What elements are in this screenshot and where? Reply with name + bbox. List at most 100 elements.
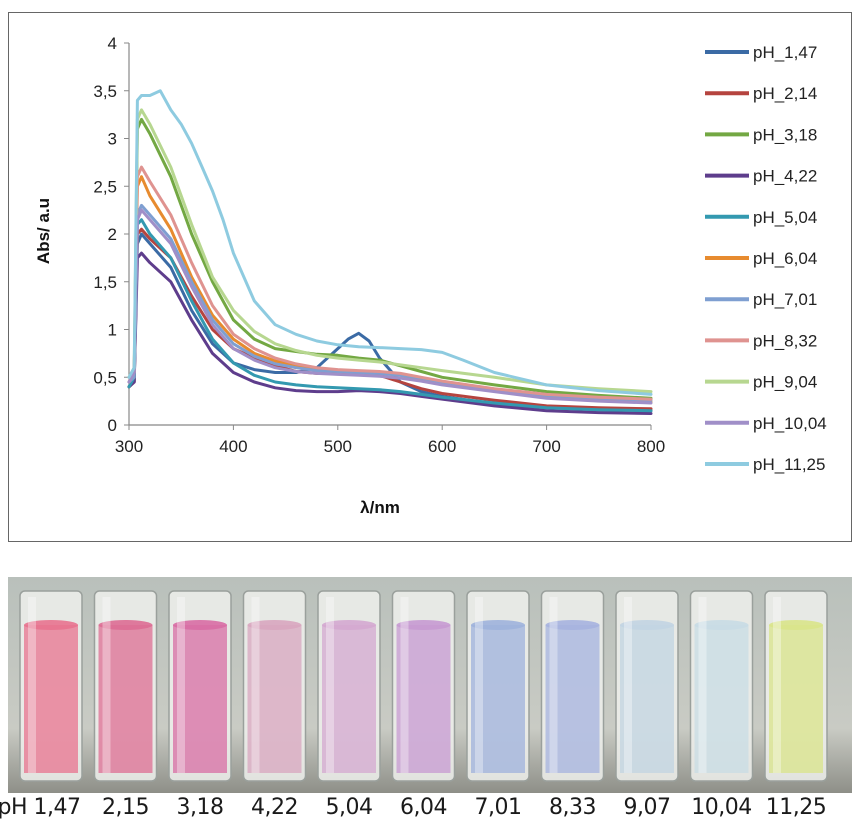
ph-label: 6,04 — [400, 795, 447, 820]
cuvette — [19, 590, 83, 782]
cuvette-highlight — [28, 597, 36, 773]
cuvette-highlight — [549, 597, 558, 773]
y-tick-label: 3 — [108, 130, 117, 149]
ph-label: 4,22 — [251, 795, 298, 820]
y-tick-label: 0,5 — [93, 368, 117, 387]
cuvette-meniscus — [620, 620, 674, 630]
ph-label: 3,18 — [176, 795, 224, 820]
y-tick-label: 1,5 — [93, 273, 117, 292]
cuvette-solution — [24, 625, 78, 773]
y-tick-label: 0 — [108, 416, 117, 435]
cuvette-solution — [247, 625, 302, 773]
legend-label: pH_3,18 — [753, 125, 817, 144]
x-tick-label: 300 — [115, 437, 143, 456]
cuvette-highlight — [698, 597, 707, 773]
cuvette — [93, 590, 158, 782]
cuvette-meniscus — [769, 620, 823, 630]
ph-label: 11,25 — [765, 795, 827, 820]
cuvette — [764, 590, 828, 782]
absorbance-chart: 0 0,5 1 1,5 2 2,5 3 3,5 4 300 400 500 600 700 800 pH_… — [34, 34, 827, 517]
legend-label: pH_10,04 — [753, 414, 827, 433]
cuvette-solution — [694, 625, 749, 773]
legend-label: pH_11,25 — [753, 455, 825, 474]
photo-ph-labels: pH 1,47 2,15 3,18 4,22 5,04 6,04 7,01 8,33 9,07 1… — [0, 795, 852, 829]
y-tick-labels: 0 0,5 1 1,5 2 2,5 3 3,5 4 — [93, 34, 117, 435]
y-tick-label: 3,5 — [93, 82, 117, 101]
series-lines — [127, 89, 653, 415]
legend-label: pH_1,47 — [753, 43, 817, 62]
y-tick-label: 2 — [108, 225, 117, 244]
legend-label: pH_9,04 — [753, 373, 817, 392]
cuvette-highlight — [400, 597, 409, 773]
cuvette — [168, 590, 232, 782]
cuvette-meniscus — [396, 620, 451, 630]
cuvette-solution — [471, 625, 525, 773]
legend-label: pH_8,32 — [753, 331, 817, 350]
cuvette-solution — [322, 625, 376, 773]
ph-label: 7,01 — [474, 795, 522, 820]
cuvette-meniscus — [24, 620, 78, 630]
series-line-3 — [127, 117, 653, 400]
series-line-2 — [127, 227, 653, 411]
legend-label: pH_4,22 — [753, 167, 817, 186]
cuvette-meniscus — [471, 620, 525, 630]
cuvette-meniscus — [322, 620, 376, 630]
y-tick-label: 4 — [108, 34, 117, 53]
ph-label: 10,04 — [691, 795, 752, 820]
ph-label: pH 1,47 — [0, 795, 81, 820]
x-tick-label: 700 — [532, 437, 560, 456]
series-line-11 — [127, 89, 653, 396]
cuvette-meniscus — [247, 620, 302, 630]
series-line-4 — [127, 251, 653, 415]
y-tick-label: 1 — [108, 321, 117, 340]
cuvette-solution — [769, 625, 823, 773]
chart-axes — [124, 42, 652, 430]
legend-label: pH_6,04 — [753, 249, 817, 268]
ph-label: 9,07 — [623, 795, 671, 820]
legend-label: pH_2,14 — [753, 84, 817, 103]
cuvette-highlight — [773, 597, 781, 773]
cuvette — [615, 590, 679, 782]
x-tick-label: 800 — [637, 437, 665, 456]
chart-frame: 0 0,5 1 1,5 2 2,5 3 3,5 4 300 400 500 600 700 800 pH_… — [8, 12, 852, 542]
legend-label: pH_5,04 — [753, 208, 817, 227]
cuvette — [317, 590, 381, 782]
x-tick-labels: 300 400 500 600 700 800 — [115, 437, 665, 456]
cuvette-solution — [545, 625, 600, 773]
cuvette-highlight — [177, 597, 185, 773]
x-axis-title: λ/nm — [360, 498, 400, 517]
cuvette-photo-drawing — [8, 577, 852, 793]
cuvette-meniscus — [694, 620, 749, 630]
cuvette-meniscus — [98, 620, 153, 630]
cuvette-solution — [98, 625, 153, 773]
cuvette-highlight — [475, 597, 483, 773]
ph-label: 8,33 — [549, 795, 596, 820]
y-tick-label: 2,5 — [93, 177, 117, 196]
cuvette-highlight — [326, 597, 334, 773]
cuvette-highlight — [102, 597, 111, 773]
cuvette — [689, 590, 754, 782]
series-line-5 — [127, 218, 653, 413]
cuvette-solution — [396, 625, 451, 773]
cuvette — [242, 590, 307, 782]
cuvette — [466, 590, 530, 782]
cuvette-photo — [8, 577, 852, 793]
legend-label: pH_7,01 — [753, 290, 817, 309]
y-axis-title: Abs/ a.u — [34, 198, 53, 264]
series-line-8 — [127, 165, 653, 401]
series-line-10 — [127, 208, 653, 405]
cuvette-solution — [173, 625, 227, 773]
cuvette-highlight — [251, 597, 260, 773]
cuvette-row — [19, 590, 828, 782]
ph-label: 5,04 — [325, 795, 373, 820]
cuvette-meniscus — [173, 620, 227, 630]
cuvette-solution — [620, 625, 674, 773]
legend: pH_1,47 pH_2,14 pH_3,18 pH_4,22 pH_5,04 pH_6,… — [705, 43, 827, 474]
cuvette — [391, 590, 456, 782]
cuvette-highlight — [624, 597, 632, 773]
series-line-9 — [127, 108, 653, 394]
x-tick-label: 400 — [219, 437, 247, 456]
ph-label: 2,15 — [102, 795, 149, 820]
cuvette-meniscus — [545, 620, 600, 630]
x-tick-label: 600 — [428, 437, 456, 456]
